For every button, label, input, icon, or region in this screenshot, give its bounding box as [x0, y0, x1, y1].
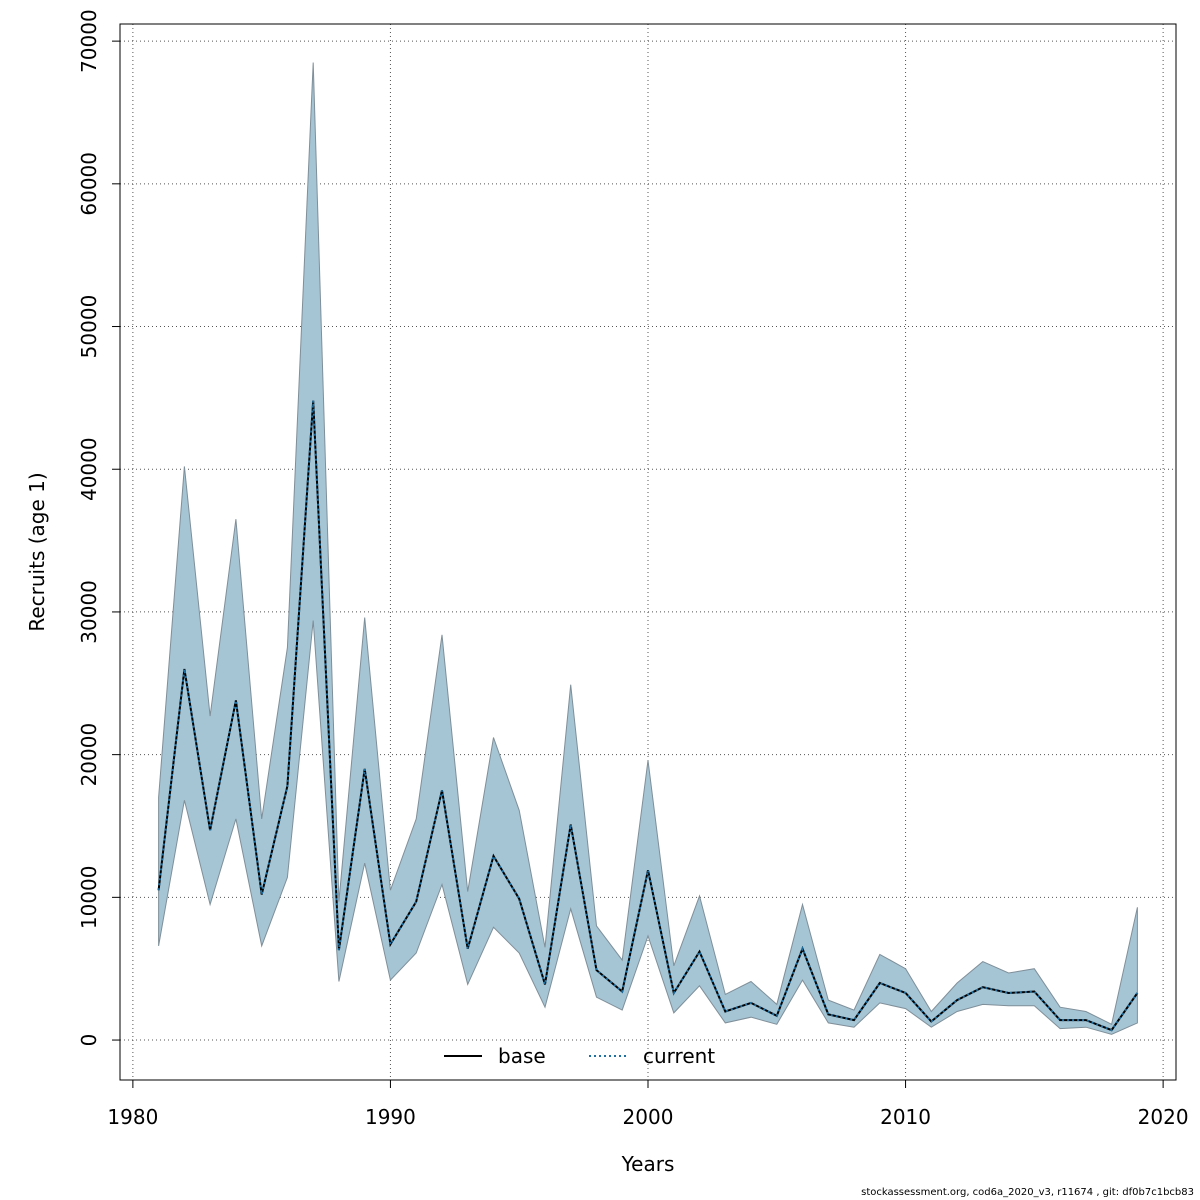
x-tick-label: 2000 — [623, 1105, 674, 1129]
y-tick-label: 50000 — [77, 295, 101, 359]
y-axis: 0 10000 20000 30000 40000 50000 60000 70000 — [77, 9, 121, 1047]
y-tick-label: 30000 — [77, 580, 101, 644]
confidence-band — [158, 62, 1138, 1035]
y-tick-label: 10000 — [77, 865, 101, 929]
y-tick-label: 0 — [77, 1034, 101, 1047]
y-tick-label: 60000 — [77, 152, 101, 216]
legend-label-base: base — [498, 1044, 546, 1068]
x-tick-label: 1980 — [107, 1105, 158, 1129]
series-line-current — [157, 400, 1139, 1032]
y-tick-label: 70000 — [77, 9, 101, 73]
y-axis-title: Recruits (age 1) — [25, 472, 49, 631]
x-tick-label: 2010 — [880, 1105, 931, 1129]
grid-lines — [120, 24, 1176, 1080]
footer-note: stockassessment.org, cod6a_2020_v3, r116… — [861, 1187, 1194, 1198]
x-axis-title: Years — [621, 1152, 675, 1176]
legend: base current — [444, 1044, 715, 1068]
x-tick-label: 2020 — [1138, 1105, 1189, 1129]
legend-label-current: current — [643, 1044, 715, 1068]
y-tick-label: 40000 — [77, 437, 101, 501]
x-axis: 1980 1990 2000 2010 2020 — [107, 1079, 1189, 1129]
y-tick-label: 20000 — [77, 723, 101, 787]
x-tick-label: 1990 — [365, 1105, 416, 1129]
